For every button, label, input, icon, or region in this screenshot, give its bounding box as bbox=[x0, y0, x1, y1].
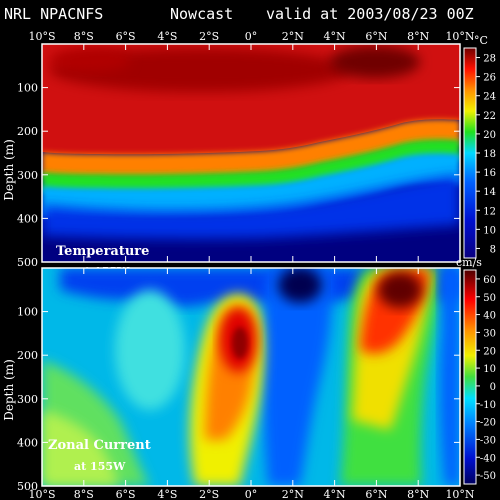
temperature-xtick-label-top: 8°S bbox=[74, 30, 94, 43]
temperature-colorbar: °C 8 10 12 14 16 18 20 22 24 26 28 bbox=[463, 34, 496, 259]
temperature-warm-core-north bbox=[330, 46, 420, 78]
zonal-units: cm/s bbox=[456, 256, 482, 269]
zonal-colorbar-label: 30 bbox=[483, 328, 496, 339]
zonal-ytick-label: 300 bbox=[17, 393, 38, 406]
temperature-colorbar-label: 18 bbox=[483, 149, 496, 160]
zonal-xtick-label: 8°S bbox=[74, 488, 94, 500]
zonal-colorbar-label: -50 bbox=[480, 471, 496, 482]
temperature-ytick-label: 400 bbox=[17, 212, 38, 225]
temperature-xtick-label-top: 6°N bbox=[365, 30, 387, 43]
zonal-xtick-label: 10°N bbox=[445, 488, 474, 500]
temperature-colorbar-label: 16 bbox=[483, 168, 496, 179]
temperature-colorbar-label: 28 bbox=[483, 54, 496, 65]
header-valid: valid at 2003/08/23 00Z bbox=[266, 5, 474, 23]
zonal-xtick-label: 4°N bbox=[324, 488, 346, 500]
temperature-colorbar-label: 12 bbox=[483, 206, 496, 217]
zonal-xtick-label: 0° bbox=[245, 488, 258, 500]
temperature-xtick-label-top: 6°S bbox=[116, 30, 136, 43]
temperature-panel: Temperature at 155W bbox=[41, 43, 461, 278]
temperature-xtick-label-top: 4°N bbox=[324, 30, 346, 43]
zonal-sw-deep-strong bbox=[42, 410, 120, 486]
temperature-colorbar-label: 10 bbox=[483, 225, 496, 236]
temperature-title: Temperature bbox=[56, 244, 149, 259]
zonal-ytick-label: 400 bbox=[17, 436, 38, 449]
zonal-colorbar-label: -30 bbox=[480, 435, 496, 446]
zonal-colorbar-label: -40 bbox=[480, 453, 496, 464]
temperature-colorbar-gradient bbox=[463, 47, 477, 259]
temperature-ytick-label: 300 bbox=[17, 169, 38, 182]
temperature-xtick-label-top: 10°N bbox=[445, 30, 474, 43]
zonal-north-edge bbox=[439, 268, 460, 486]
temperature-ytick-label: 100 bbox=[17, 82, 38, 95]
temperature-thermocline-cool bbox=[42, 153, 460, 220]
zonal-ytick-label: 500 bbox=[17, 480, 38, 493]
zonal-euc-core bbox=[232, 327, 248, 359]
zonal-subtitle: at 155W bbox=[74, 460, 126, 473]
temperature-units: °C bbox=[474, 34, 488, 47]
zonal-westward-core bbox=[278, 268, 322, 303]
zonal-colorbar: cm/s 60 50 40 30 20 10 0 -10 -20 -30 -40 -50 bbox=[456, 256, 496, 485]
zonal-colorbar-label: 0 bbox=[490, 382, 496, 393]
temperature-thermocline-warm bbox=[42, 119, 460, 180]
zonal-necc-core bbox=[378, 272, 422, 308]
temperature-xtick-label-top: 2°S bbox=[199, 30, 219, 43]
zonal-xtick-label: 6°S bbox=[116, 488, 136, 500]
temperature-xtick-label-top: 8°N bbox=[407, 30, 429, 43]
zonal-ytick-label: 200 bbox=[17, 349, 38, 362]
zonal-ylabel: Depth (m) bbox=[2, 359, 16, 421]
zonal-xtick-label: 10°S bbox=[28, 488, 55, 500]
zonal-xtick-label: 8°N bbox=[407, 488, 429, 500]
zonal-ytick-label: 100 bbox=[17, 306, 38, 319]
zonal-colorbar-label: 60 bbox=[483, 275, 496, 286]
zonal-colorbar-label: -10 bbox=[480, 400, 496, 411]
zonal-central-westward bbox=[262, 268, 332, 486]
temperature-thermocline-mid bbox=[42, 139, 460, 195]
temperature-colorbar-label: 26 bbox=[483, 73, 496, 84]
zonal-colorbar-label: 10 bbox=[483, 364, 496, 375]
temperature-colorbar-label: 22 bbox=[483, 111, 496, 122]
temperature-colorbar-label: 14 bbox=[483, 187, 496, 198]
temperature-deep-layer bbox=[42, 175, 460, 239]
temperature-colorbar-label: 8 bbox=[490, 244, 496, 255]
temperature-ytick-label: 200 bbox=[17, 125, 38, 138]
zonal-south-patch bbox=[115, 290, 185, 410]
header-product: Nowcast bbox=[170, 5, 233, 23]
zonal-xtick-label: 4°S bbox=[157, 488, 177, 500]
zonal-xtick-label: 6°N bbox=[365, 488, 387, 500]
zonal-colorbar-label: 50 bbox=[483, 293, 496, 304]
zonal-title: Zonal Current bbox=[48, 438, 151, 453]
temperature-ylabel: Depth (m) bbox=[2, 139, 16, 201]
temperature-xtick-label-top: 0° bbox=[245, 30, 258, 43]
temperature-colorbar-label: 20 bbox=[483, 130, 496, 141]
zonal-colorbar-label: 20 bbox=[483, 346, 496, 357]
zonal-current-panel: Zonal Current at 155W bbox=[41, 267, 461, 487]
zonal-xtick-label: 2°N bbox=[282, 488, 304, 500]
temperature-warm-core-south bbox=[50, 48, 130, 72]
temperature-xtick-label-top: 4°S bbox=[157, 30, 177, 43]
zonal-colorbar-label: 40 bbox=[483, 311, 496, 322]
zonal-colorbar-gradient bbox=[463, 269, 477, 485]
temperature-xtick-label-top: 2°N bbox=[282, 30, 304, 43]
zonal-xtick-label: 2°S bbox=[199, 488, 219, 500]
zonal-colorbar-label: -20 bbox=[480, 418, 496, 429]
temperature-colorbar-label: 24 bbox=[483, 92, 496, 103]
temperature-ytick-label: 500 bbox=[17, 256, 38, 269]
header-model: NRL NPACNFS bbox=[4, 5, 103, 23]
temperature-xtick-label-top: 10°S bbox=[28, 30, 55, 43]
